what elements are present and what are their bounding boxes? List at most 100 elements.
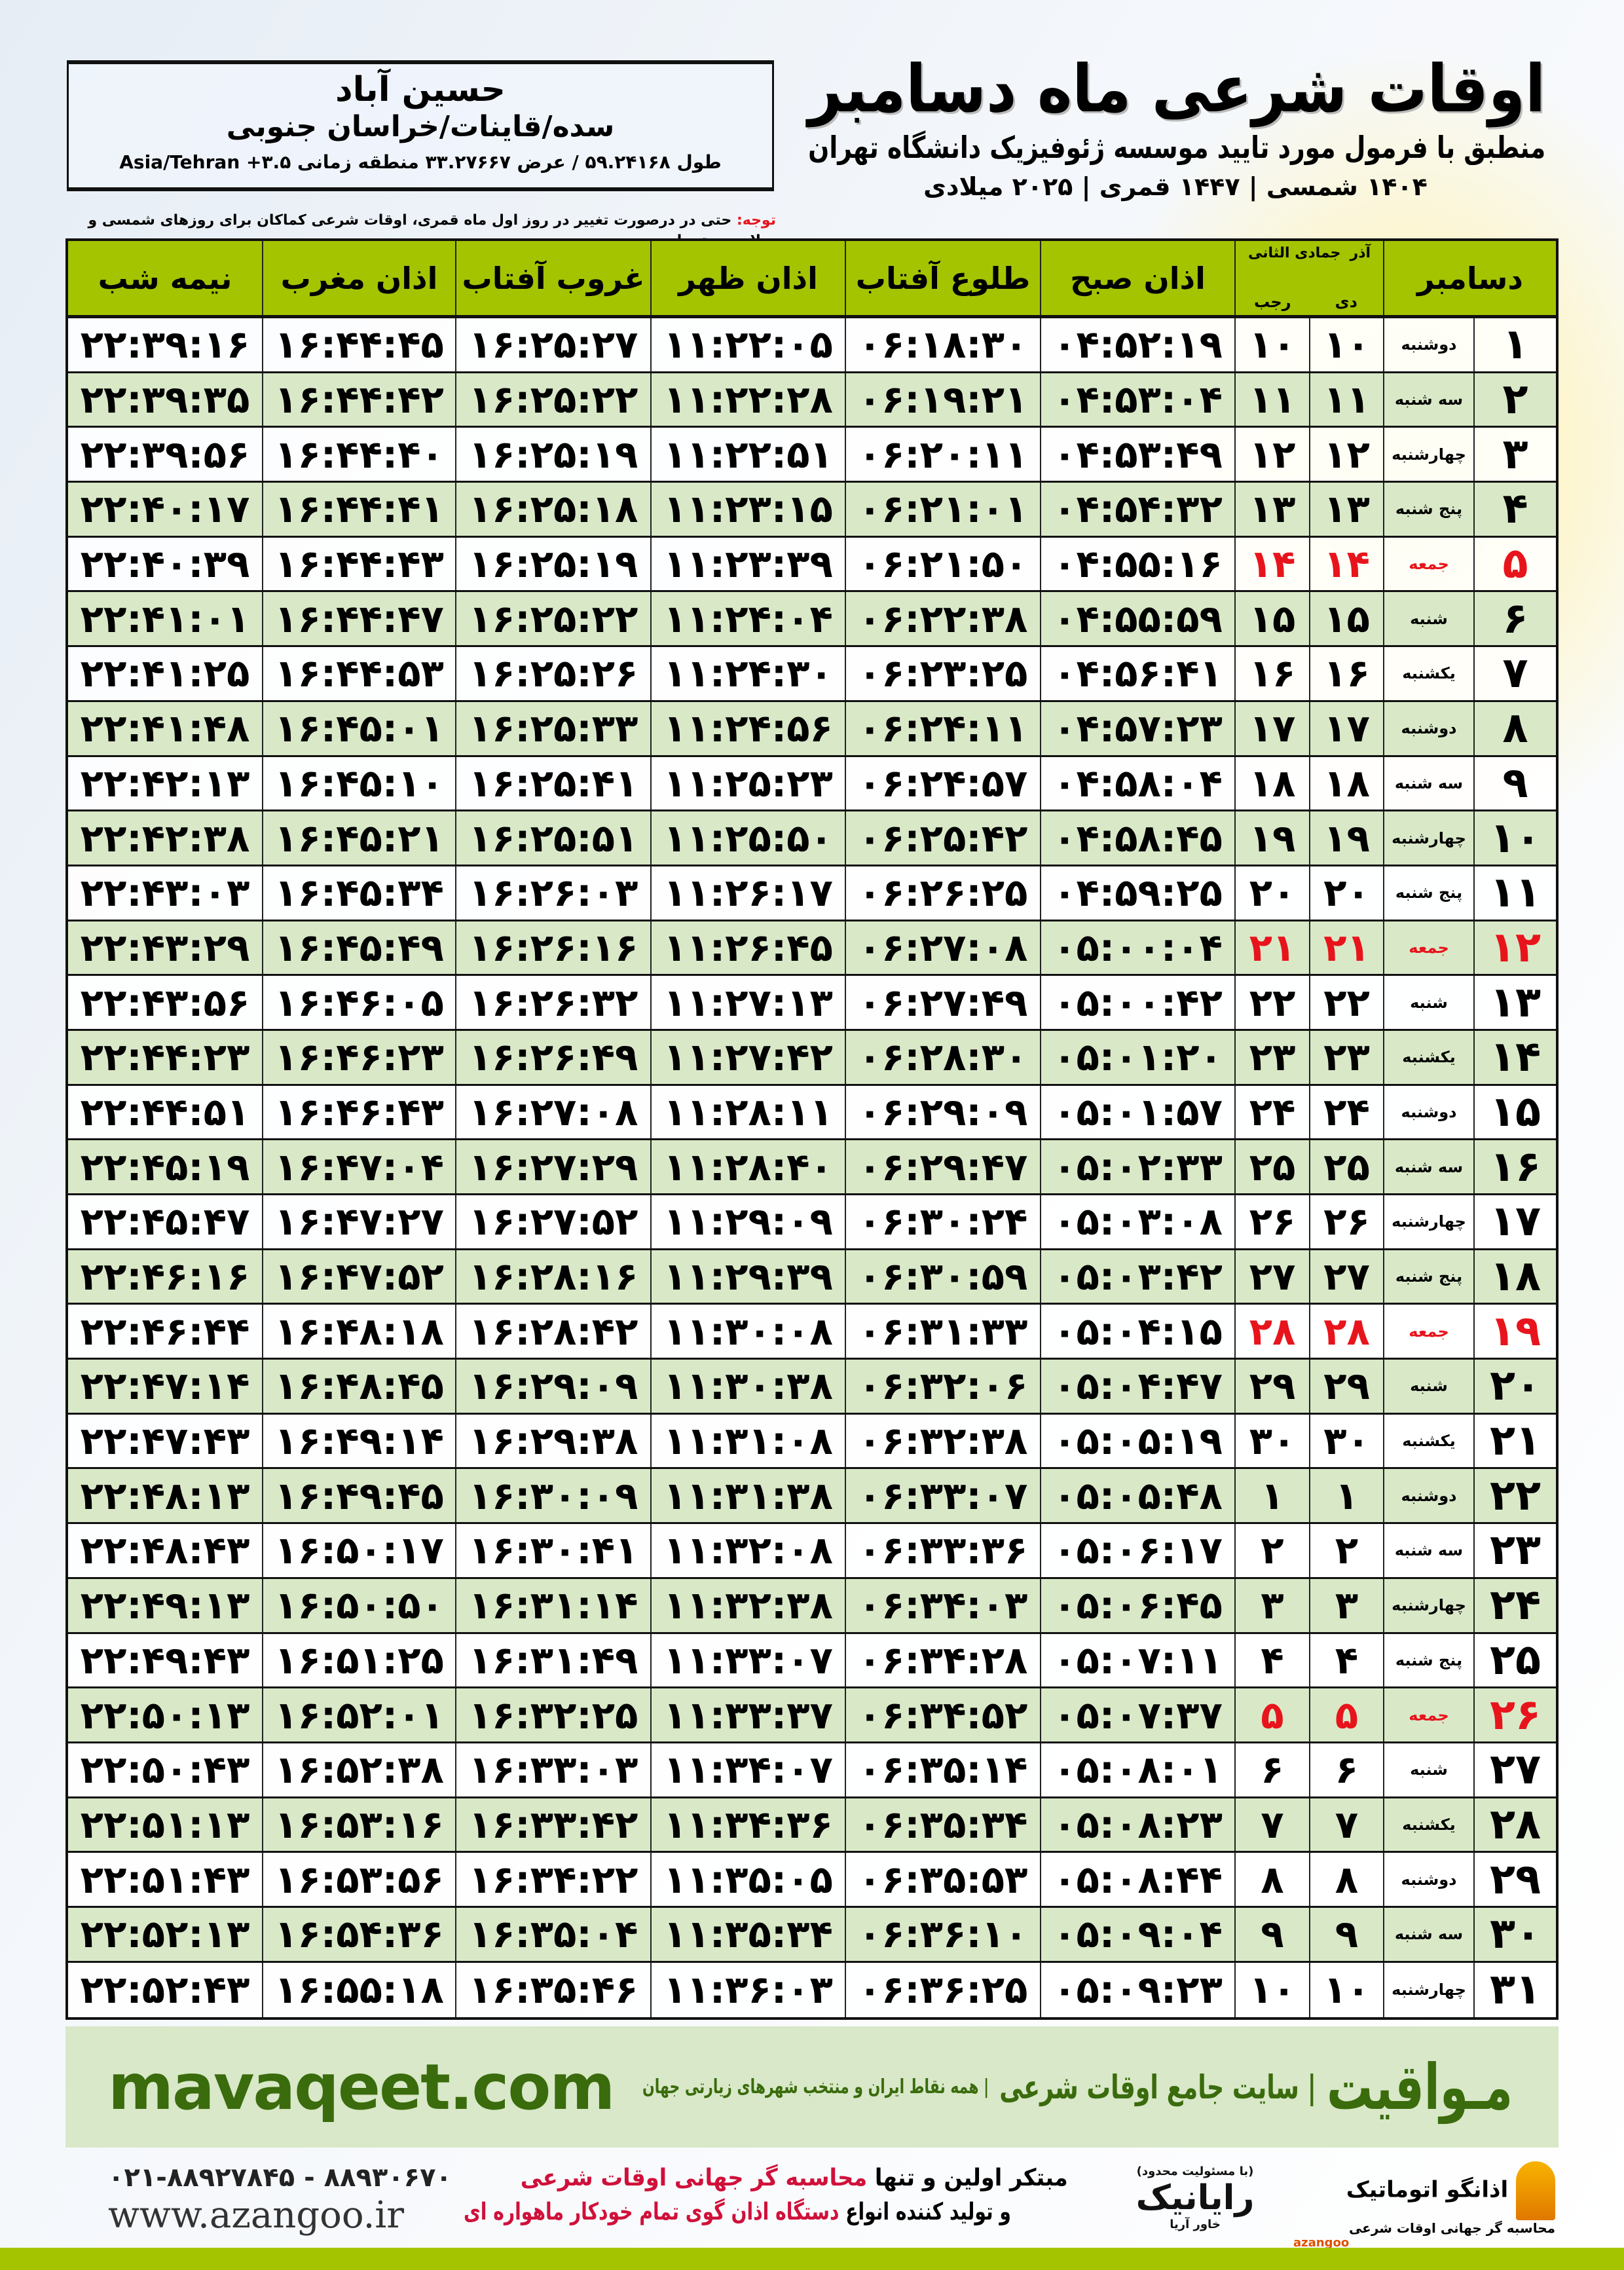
cell-nimeshab-text: ۲۲:۴۲:۱۳: [80, 760, 250, 806]
cell-dey-text: ۱۴: [1323, 542, 1370, 587]
cell-day: ۲۹: [1475, 1853, 1556, 1906]
cell-rajab-text: ۱: [1261, 1473, 1284, 1518]
cell-maghreb-text: ۱۶:۵۵:۱۸: [274, 1967, 444, 2013]
cell-maghreb: ۱۶:۴۴:۴۱: [263, 483, 456, 536]
cell-zohr-text: ۱۱:۲۵:۵۰: [663, 815, 833, 861]
cell-ghorub-text: ۱۶:۳۱:۱۴: [468, 1583, 638, 1628]
cell-sobh-text: ۰۵:۰۵:۱۹: [1053, 1419, 1223, 1464]
table-row: ۲۲:۵۱:۱۳ ۱۶:۵۳:۱۶ ۱۶:۳۳:۴۲ ۱۱:۳۴:۳۶ ۰۶:۳۵:۳۴…: [68, 1798, 1556, 1853]
cell-zohr-text: ۱۱:۳۳:۰۷: [663, 1637, 833, 1683]
cell-rajab: ۱۸: [1236, 756, 1310, 810]
cell-dey: ۱۷: [1310, 701, 1384, 755]
cell-tolu-text: ۰۶:۳۵:۵۳: [858, 1857, 1028, 1902]
cell-nimeshab-text: ۲۲:۳۹:۳۵: [80, 377, 250, 422]
cell-weekday: یکشنبه: [1384, 1030, 1475, 1084]
cell-day: ۹: [1475, 757, 1556, 810]
cell-day: ۱۳: [1475, 976, 1556, 1029]
cell-rajab-text: ۲۳: [1249, 1035, 1296, 1080]
cell-nimeshab: ۲۲:۳۹:۱۶: [68, 318, 263, 371]
azangoo-url[interactable]: www.azangoo.ir: [108, 2194, 405, 2237]
cell-weekday: دوشنبه: [1384, 1469, 1475, 1523]
cell-rajab: ۲۱: [1236, 921, 1310, 975]
cell-nimeshab: ۲۲:۴۹:۴۳: [68, 1633, 263, 1687]
cell-day: ۲۷: [1475, 1743, 1556, 1796]
cell-nimeshab-text: ۲۲:۴۰:۳۹: [80, 542, 250, 587]
table-row: ۲۲:۴۵:۴۷ ۱۶:۴۷:۲۷ ۱۶:۲۷:۵۲ ۱۱:۲۹:۰۹ ۰۶:۳۰:۲۴…: [68, 1195, 1556, 1250]
cell-sobh: ۰۵:۰۴:۱۵: [1041, 1305, 1236, 1358]
table-row: ۲۲:۴۷:۱۴ ۱۶:۴۸:۴۵ ۱۶:۲۹:۰۹ ۱۱:۳۰:۳۸ ۰۶:۳۲:۰۶…: [68, 1360, 1556, 1415]
cell-ghorub: ۱۶:۲۵:۱۹: [456, 428, 652, 481]
cell-maghreb: ۱۶:۴۶:۲۳: [263, 1030, 456, 1084]
cell-rajab-text: ۱۳: [1249, 487, 1296, 532]
cell-zohr: ۱۱:۲۵:۵۰: [652, 811, 846, 865]
cell-maghreb-text: ۱۶:۴۵:۲۱: [274, 815, 444, 861]
cell-tolu-text: ۰۶:۳۳:۰۷: [858, 1473, 1028, 1518]
cell-nimeshab-text: ۲۲:۴۵:۴۷: [80, 1199, 250, 1244]
rayanik-sub: خاور آریا: [1170, 2218, 1221, 2231]
cell-zohr: ۱۱:۳۳:۳۷: [652, 1688, 846, 1741]
site-url[interactable]: mavaqeet.com: [108, 2050, 615, 2124]
brand-tagline: | سایت جامع اوقات شرعی: [999, 2068, 1316, 2106]
cell-ghorub-text: ۱۶:۳۰:۰۹: [468, 1473, 638, 1518]
cell-ghorub: ۱۶:۳۵:۴۶: [456, 1962, 652, 2018]
cell-tolu-text: ۰۶:۲۱:۵۰: [858, 542, 1028, 587]
cell-dey: ۲۵: [1310, 1140, 1384, 1193]
table-row: ۲۲:۴۳:۲۹ ۱۶:۴۵:۴۹ ۱۶:۲۶:۱۶ ۱۱:۲۶:۴۵ ۰۶:۲۷:۰۸…: [68, 921, 1556, 977]
cell-day-text: ۱۴: [1489, 1033, 1541, 1082]
azangoo-latin: azangoo: [1293, 2236, 1350, 2250]
cell-nimeshab-text: ۲۲:۴۳:۲۹: [80, 925, 250, 970]
cell-tolu-text: ۰۶:۳۵:۳۴: [858, 1802, 1028, 1847]
cell-tolu: ۰۶:۳۲:۳۸: [846, 1414, 1041, 1468]
cell-weekday-text: پنج شنبه: [1395, 1650, 1463, 1669]
cell-weekday-text: سه شنبه: [1394, 390, 1464, 409]
cell-sobh: ۰۴:۵۳:۰۴: [1041, 373, 1236, 426]
cell-nimeshab-text: ۲۲:۴۴:۲۳: [80, 1035, 250, 1080]
cell-tolu-text: ۰۶:۲۶:۲۵: [858, 870, 1028, 916]
cell-zohr: ۱۱:۲۲:۵۱: [652, 428, 846, 481]
cell-sobh-text: ۰۵:۰۴:۴۷: [1053, 1364, 1223, 1409]
cell-rajab: ۲۹: [1236, 1360, 1310, 1413]
table-row: ۲۲:۴۴:۲۳ ۱۶:۴۶:۲۳ ۱۶:۲۶:۴۹ ۱۱:۲۷:۴۲ ۰۶:۲۸:۳۰…: [68, 1030, 1556, 1086]
cell-nimeshab: ۲۲:۴۳:۵۶: [68, 976, 263, 1029]
cell-zohr: ۱۱:۳۴:۰۷: [652, 1743, 846, 1796]
brand-subtext: | همه نقاط ایران و منتخب شهرهای زیارتی ج…: [642, 2075, 989, 2098]
cell-day-text: ۲۵: [1489, 1635, 1541, 1684]
cell-sobh-text: ۰۴:۵۴:۳۲: [1053, 487, 1223, 532]
cell-day-text: ۱: [1502, 320, 1528, 369]
promo-line1-inner: مبتکر اولین و تنها محاسبه گر جهانی اوقات…: [520, 2161, 1067, 2195]
cell-weekday: دوشنبه: [1384, 1853, 1475, 1906]
cell-rajab: ۱۱: [1236, 373, 1310, 426]
cell-ghorub-text: ۱۶:۲۶:۱۶: [468, 925, 638, 970]
cell-maghreb-text: ۱۶:۴۶:۰۵: [274, 980, 444, 1025]
cell-maghreb-text: ۱۶:۵۴:۳۶: [274, 1912, 444, 1957]
cell-rajab-text: ۲۹: [1249, 1364, 1296, 1409]
cell-dey-text: ۹: [1335, 1912, 1359, 1957]
cell-rajab: ۲۷: [1236, 1250, 1310, 1303]
cell-zohr: ۱۱:۲۲:۲۸: [652, 373, 846, 426]
cell-dey: ۸: [1310, 1853, 1384, 1906]
col-nimeshab: نیمه شب: [68, 241, 263, 315]
cell-day: ۲۳: [1475, 1524, 1556, 1577]
cell-day-text: ۷: [1502, 649, 1528, 698]
cell-maghreb-text: ۱۶:۵۲:۰۱: [274, 1692, 444, 1738]
cell-zohr: ۱۱:۲۷:۱۳: [652, 976, 846, 1029]
cell-dey: ۴: [1310, 1633, 1384, 1687]
cell-sobh-text: ۰۵:۰۱:۲۰: [1053, 1035, 1223, 1080]
cell-dey-text: ۴: [1335, 1637, 1359, 1683]
cell-maghreb-text: ۱۶:۴۷:۰۴: [274, 1144, 444, 1189]
cell-ghorub-text: ۱۶:۲۷:۲۹: [468, 1144, 638, 1189]
table-row: ۲۲:۵۱:۴۳ ۱۶:۵۳:۵۶ ۱۶:۳۴:۲۲ ۱۱:۳۵:۰۵ ۰۶:۳۵:۵۳…: [68, 1853, 1556, 1908]
cell-nimeshab: ۲۲:۴۵:۱۹: [68, 1140, 263, 1193]
cell-tolu-text: ۰۶:۳۲:۳۸: [858, 1419, 1028, 1464]
cell-nimeshab-text: ۲۲:۴۳:۵۶: [80, 980, 250, 1025]
cell-maghreb-text: ۱۶:۵۳:۵۶: [274, 1857, 444, 1902]
cell-sobh: ۰۵:۰۱:۵۷: [1041, 1085, 1236, 1139]
cell-nimeshab-text: ۲۲:۴۱:۴۸: [80, 706, 250, 751]
table-row: ۲۲:۴۳:۰۳ ۱۶:۴۵:۳۴ ۱۶:۲۶:۰۳ ۱۱:۲۶:۱۷ ۰۶:۲۶:۲۵…: [68, 866, 1556, 921]
cell-ghorub: ۱۶:۳۰:۰۹: [456, 1469, 652, 1523]
cell-day-text: ۲۳: [1489, 1526, 1541, 1575]
cell-maghreb: ۱۶:۵۱:۲۵: [263, 1633, 456, 1687]
cell-nimeshab-text: ۲۲:۴۷:۱۴: [80, 1364, 250, 1409]
cell-weekday: جمعه: [1384, 921, 1475, 975]
cell-nimeshab: ۲۲:۴۱:۴۸: [68, 701, 263, 755]
